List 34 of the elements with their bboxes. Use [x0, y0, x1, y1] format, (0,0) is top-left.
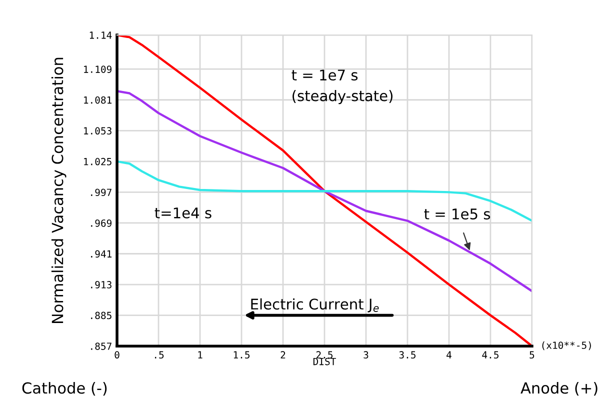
x-tick-label: 4	[446, 351, 452, 358]
line-series	[117, 35, 532, 346]
text: (x10**-5)	[542, 341, 591, 350]
text: Cathode (-)	[22, 382, 107, 396]
y-tick-label: .885	[91, 312, 112, 320]
x-tick-label: 0	[114, 351, 120, 359]
x-axis-title: DIST	[313, 358, 336, 366]
x-tick-label: 2.5	[316, 351, 332, 359]
x-tick-label: 2	[280, 351, 286, 358]
x-tick-label: 3	[364, 351, 368, 359]
y-tick-label: 1.025	[84, 158, 112, 166]
y-tick-label: 1.053	[84, 127, 112, 135]
x-tick-label: 3.5	[399, 351, 416, 359]
y-tick-label: .941	[91, 250, 112, 258]
annotation: t = 1e5 s	[424, 208, 490, 220]
text: Anode (+)	[520, 382, 598, 396]
y-tick-label: .857	[91, 342, 112, 350]
annotation: Electric Current J$_{e}$	[251, 298, 379, 312]
line-series	[117, 160, 532, 222]
x-tick-label: 1.5	[234, 351, 250, 359]
annotation: t = 1e7 s (steady-state)	[292, 70, 392, 104]
x-tick-label: 1	[198, 351, 202, 358]
y-tick-label: .969	[91, 219, 112, 227]
y-tick-label: 1.14	[90, 32, 112, 39]
y-tick-label: .913	[91, 281, 112, 288]
x-tick-label: 4.5	[482, 351, 498, 359]
annotation: t=1e4 s	[154, 208, 212, 218]
y-axis-title: Normalized Vacancy Concentration	[51, 58, 66, 324]
x-tick-label: 5	[530, 351, 534, 359]
x-tick-label: .5	[154, 351, 164, 359]
y-tick-label: 1.081	[84, 96, 112, 104]
y-tick-label: 1.109	[84, 66, 112, 73]
y-tick-label: .997	[91, 188, 112, 196]
line-series	[117, 90, 532, 292]
